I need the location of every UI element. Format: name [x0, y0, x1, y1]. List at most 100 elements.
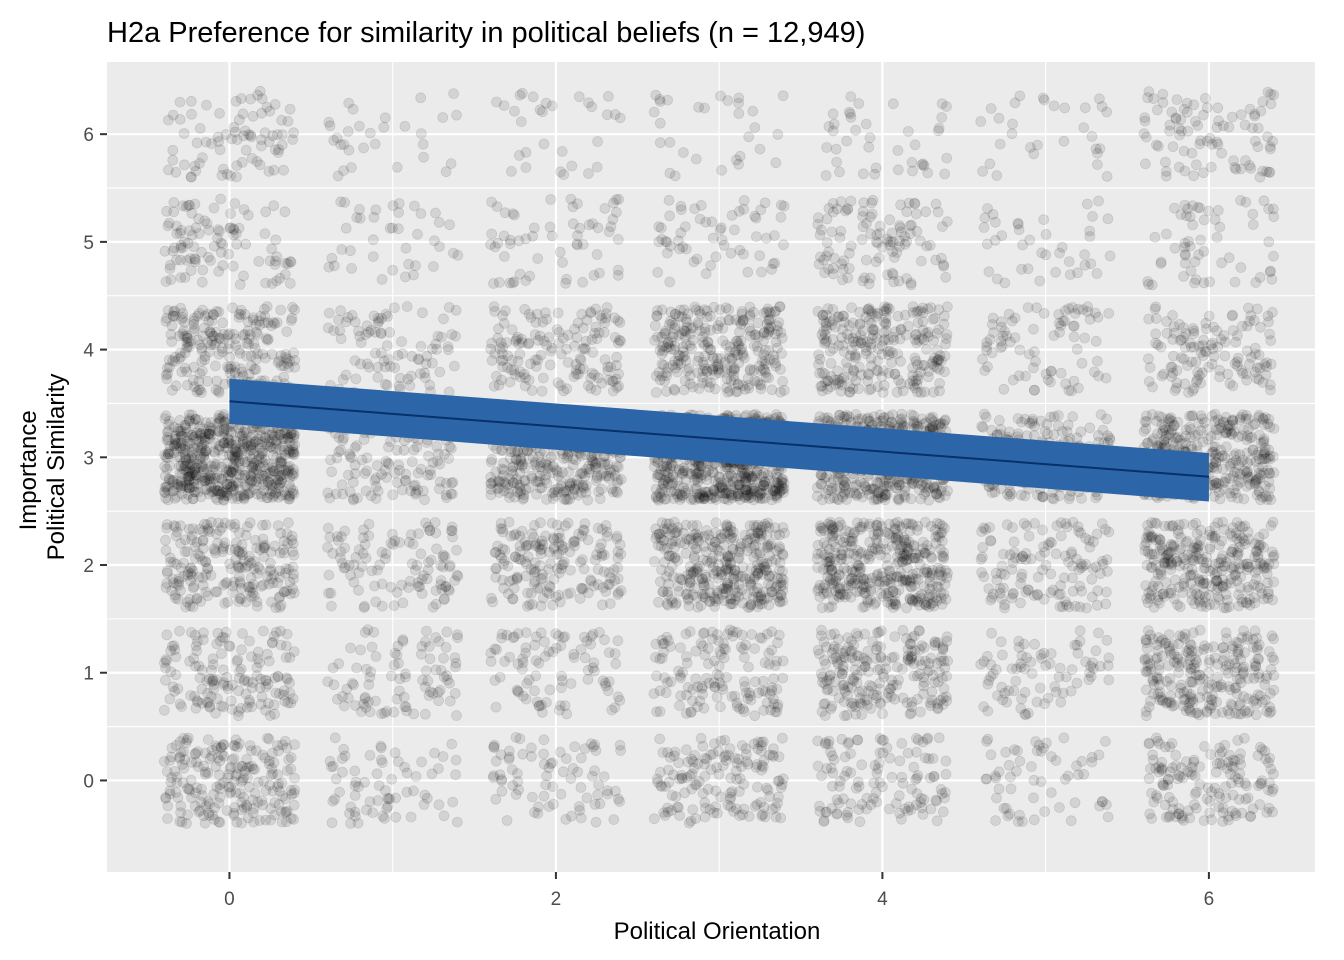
data-point: [205, 570, 217, 581]
data-point: [538, 734, 550, 746]
data-point: [745, 325, 756, 337]
data-point: [174, 736, 186, 747]
data-point: [215, 237, 227, 249]
data-point: [591, 249, 603, 260]
data-point: [218, 777, 230, 789]
data-point: [211, 781, 223, 793]
data-point: [930, 794, 942, 806]
data-point: [182, 809, 194, 821]
data-point: [721, 339, 732, 351]
data-point: [243, 761, 255, 773]
data-point: [199, 484, 211, 496]
data-point: [217, 664, 229, 676]
data-point: [199, 747, 211, 759]
data-point: [767, 484, 779, 496]
data-point: [223, 769, 235, 780]
data-point: [675, 690, 687, 702]
data-point: [899, 803, 911, 815]
data-point: [222, 361, 233, 373]
data-point: [520, 570, 532, 582]
data-point: [693, 101, 704, 113]
data-point: [226, 439, 238, 450]
data-point: [608, 814, 620, 825]
data-point: [238, 675, 250, 687]
data-point: [767, 258, 779, 270]
data-point: [323, 307, 335, 319]
data-point: [185, 774, 197, 786]
data-point: [570, 454, 581, 466]
data-point: [852, 776, 864, 788]
data-point: [370, 596, 382, 608]
data-point: [748, 306, 759, 318]
data-point: [380, 308, 392, 320]
data-point: [451, 109, 462, 121]
data-point: [597, 675, 609, 687]
data-point: [444, 219, 456, 231]
data-point: [323, 569, 335, 581]
data-point: [272, 769, 284, 780]
data-point: [236, 796, 248, 808]
data-point: [689, 750, 701, 761]
data-point: [241, 772, 253, 784]
data-point: [393, 685, 405, 697]
data-point: [162, 164, 174, 176]
data-point: [884, 803, 895, 815]
data-point: [852, 734, 863, 746]
data-point: [393, 207, 405, 218]
data-point: [751, 231, 762, 243]
data-point: [743, 131, 755, 143]
data-point: [765, 704, 776, 716]
data-point: [430, 585, 442, 596]
data-point: [554, 246, 566, 258]
data-point: [598, 566, 610, 577]
data-point: [431, 543, 442, 555]
data-point: [695, 199, 707, 211]
data-point: [271, 275, 282, 287]
data-point: [421, 792, 433, 804]
data-point: [160, 662, 172, 674]
data-point: [203, 809, 215, 821]
data-point: [437, 561, 449, 573]
data-point: [547, 493, 559, 504]
data-point: [592, 789, 604, 801]
data-point: [274, 444, 286, 455]
data-point: [578, 482, 590, 494]
data-point: [274, 785, 286, 797]
data-point: [159, 674, 171, 686]
data-point: [750, 408, 761, 420]
data-point: [420, 625, 432, 637]
data-point: [238, 204, 250, 215]
data-point: [531, 475, 542, 487]
data-point: [451, 710, 462, 721]
data-point: [523, 453, 535, 465]
data-point: [219, 598, 231, 609]
data-point: [246, 682, 258, 694]
data-point: [212, 537, 224, 549]
data-point: [660, 235, 672, 247]
data-point: [210, 337, 222, 349]
data-point: [176, 701, 188, 712]
data-point: [160, 369, 172, 381]
data-point: [535, 456, 547, 468]
data-point: [209, 360, 221, 372]
data-point: [547, 532, 559, 544]
data-point: [915, 706, 926, 718]
data-point: [262, 698, 274, 709]
data-point: [349, 442, 361, 454]
data-point: [692, 476, 704, 488]
data-point: [266, 348, 278, 360]
data-point: [449, 575, 461, 586]
data-point: [694, 213, 706, 225]
data-point: [536, 385, 548, 397]
data-point: [589, 765, 600, 777]
data-point: [266, 596, 277, 608]
data-point: [568, 371, 580, 383]
data-point: [245, 745, 257, 756]
data-point: [485, 456, 497, 468]
data-point: [583, 587, 594, 599]
data-point: [162, 425, 174, 437]
data-point: [264, 255, 276, 267]
data-point: [654, 733, 666, 745]
data-point: [816, 770, 827, 782]
data-point: [251, 600, 263, 612]
